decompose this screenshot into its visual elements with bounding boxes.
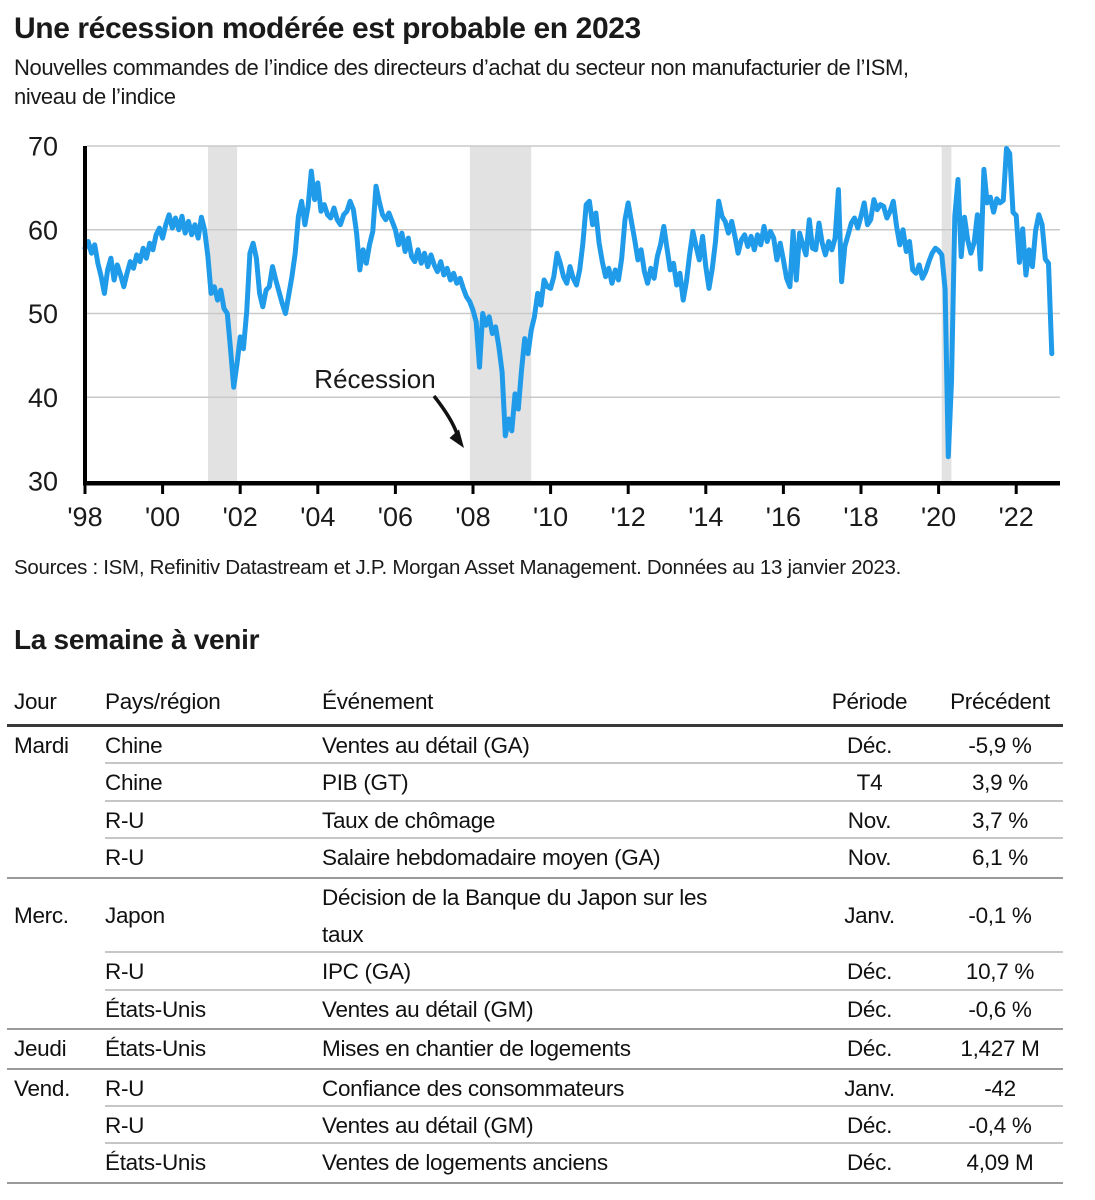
table-row: Mardi Chine Ventes au détail (GA) Déc. -5,9 … bbox=[7, 727, 1063, 765]
annotation-arrow bbox=[432, 394, 459, 435]
column-header-period: Période bbox=[831, 689, 908, 714]
cell-previous: -0,4 % bbox=[968, 1113, 1032, 1139]
x-tick-label: '16 bbox=[766, 502, 801, 532]
column-header-day: Jour bbox=[14, 689, 57, 714]
cell-period: Nov. bbox=[847, 807, 892, 833]
y-tick-label: 70 bbox=[28, 132, 58, 162]
source-note: Sources : ISM, Refinitiv Datastream et J… bbox=[14, 556, 901, 579]
table-row: R-U Salaire hebdomadaire moyen (GA) Nov. 6,… bbox=[7, 839, 1063, 879]
x-tick-label: '18 bbox=[843, 502, 878, 532]
cell-region: États-Unis bbox=[105, 1036, 206, 1062]
cell-period: Déc. bbox=[846, 996, 893, 1022]
cell-event: Mises en chantier de logements bbox=[322, 1036, 631, 1062]
cell-event: Ventes au détail (GA) bbox=[322, 733, 530, 758]
cell-period: T4 bbox=[856, 770, 883, 796]
y-tick-label: 30 bbox=[28, 467, 58, 497]
cell-event: Ventes de logements anciens bbox=[322, 1150, 608, 1176]
cell-period: Déc. bbox=[846, 1113, 893, 1139]
table-header-row: Jour Pays/région Événement Période Précé… bbox=[7, 680, 1063, 727]
cell-previous: 3,9 % bbox=[971, 770, 1029, 796]
cell-previous: 3,7 % bbox=[971, 807, 1029, 833]
cell-event: Salaire hebdomadaire moyen (GA) bbox=[322, 845, 661, 871]
cell-region: États-Unis bbox=[105, 1150, 206, 1176]
column-header-event: Événement bbox=[322, 689, 434, 714]
cell-event: Ventes au détail (GM) bbox=[322, 996, 534, 1022]
x-tick-label: '02 bbox=[223, 502, 258, 532]
table-row: R-U IPC (GA) Déc. 10,7 % bbox=[7, 953, 1063, 992]
cell-previous: 6,1 % bbox=[971, 845, 1029, 871]
cell-previous: 10,7 % bbox=[965, 959, 1035, 985]
cell-previous: -5,9 % bbox=[968, 733, 1032, 758]
column-header-previous: Précédent bbox=[950, 689, 1050, 714]
table-row: R-U Taux de chômage Nov. 3,7 % bbox=[7, 802, 1063, 840]
x-tick-label: '00 bbox=[145, 502, 180, 532]
cell-event: PIB (GT) bbox=[322, 770, 409, 796]
column-header-region: Pays/région bbox=[105, 689, 221, 714]
y-axis bbox=[83, 146, 87, 485]
cell-region: Chine bbox=[105, 733, 163, 758]
cell-period: Déc. bbox=[846, 1036, 893, 1062]
cell-event: Décision de la Banque du Japon sur les ta… bbox=[322, 884, 708, 948]
cell-previous: -42 bbox=[984, 1075, 1016, 1101]
cell-region: R-U bbox=[105, 1075, 145, 1101]
chart-line bbox=[82, 146, 1055, 460]
cell-event: Ventes au détail (GM) bbox=[322, 1113, 534, 1139]
cell-region: R-U bbox=[105, 845, 145, 871]
x-tick-label: '06 bbox=[378, 502, 413, 532]
table-row: Vend. R-U Confiance des consommateurs Janv.… bbox=[7, 1070, 1063, 1108]
cell-event: IPC (GA) bbox=[322, 959, 411, 985]
chart-subtitle-line2: niveau de l’indice bbox=[14, 83, 176, 109]
recession-annotation: Récession bbox=[314, 364, 435, 394]
cell-previous: 1,427 M bbox=[960, 1036, 1040, 1062]
x-tick-label: '98 bbox=[67, 502, 102, 532]
x-tick-label: '14 bbox=[688, 502, 723, 532]
cell-period: Janv. bbox=[844, 903, 895, 929]
cell-event: Confiance des consommateurs bbox=[322, 1075, 625, 1101]
table-row: États-Unis Ventes au détail (GM) Déc. -0,6 … bbox=[7, 991, 1063, 1031]
cell-period: Déc. bbox=[846, 733, 893, 758]
cell-previous: 4,09 M bbox=[966, 1150, 1034, 1176]
cell-day: Jeudi bbox=[14, 1036, 67, 1062]
cell-period: Janv. bbox=[844, 1075, 895, 1101]
cell-period: Déc. bbox=[846, 1150, 893, 1176]
cell-previous: -0,1 % bbox=[968, 903, 1032, 929]
cell-period: Déc. bbox=[846, 959, 893, 985]
chart-subtitle-line1: Nouvelles commandes de l’indice des dire… bbox=[14, 55, 909, 80]
x-tick-label: '04 bbox=[300, 502, 335, 532]
cell-day: Merc. bbox=[14, 903, 69, 929]
x-tick-label: '10 bbox=[533, 502, 568, 532]
annotation-arrowhead bbox=[449, 429, 464, 448]
x-tick-label: '20 bbox=[921, 502, 956, 532]
cell-region: Chine bbox=[105, 770, 163, 796]
cell-day: Vend. bbox=[14, 1075, 71, 1101]
x-tick-label: '12 bbox=[611, 502, 646, 532]
cell-region: R-U bbox=[105, 1113, 145, 1139]
cell-previous: -0,6 % bbox=[968, 996, 1032, 1022]
x-axis bbox=[83, 481, 1060, 486]
chart-subtitle: Nouvelles commandes de l’indice des dire… bbox=[14, 54, 909, 111]
x-tick-label: '08 bbox=[455, 502, 490, 532]
cell-day: Mardi bbox=[14, 733, 69, 758]
table-row: Chine PIB (GT) T4 3,9 % bbox=[7, 764, 1063, 803]
cell-region: R-U bbox=[105, 807, 145, 833]
x-tick-label: '22 bbox=[999, 502, 1034, 532]
cell-event: Taux de chômage bbox=[322, 807, 496, 833]
week-ahead-table: Jour Pays/région Événement Période Précé… bbox=[7, 680, 1063, 1184]
table-row: R-U Ventes au détail (GM) Déc. -0,4 % bbox=[7, 1107, 1063, 1145]
table-body: Mardi Chine Ventes au détail (GA) Déc. -5,9 … bbox=[7, 727, 1063, 1184]
cell-period: Nov. bbox=[847, 845, 892, 871]
table-row: États-Unis Ventes de logements anciens Déc… bbox=[7, 1144, 1063, 1184]
table-row: Jeudi États-Unis Mises en chantier de loge… bbox=[7, 1030, 1063, 1070]
y-tick-label: 60 bbox=[28, 215, 58, 245]
week-ahead-title: La semaine à venir bbox=[14, 624, 260, 655]
y-tick-label: 40 bbox=[28, 383, 58, 413]
cell-region: Japon bbox=[105, 903, 165, 929]
y-tick-label: 50 bbox=[28, 299, 58, 329]
table-row: Merc. Japon Décision de la Banque du Japon… bbox=[7, 879, 1063, 954]
page-title: Une récession modérée est probable en 20… bbox=[14, 12, 641, 45]
cell-region: États-Unis bbox=[105, 996, 206, 1022]
cell-region: R-U bbox=[105, 959, 145, 985]
ism-new-orders-line-chart: '98 '00 '02 '04 '06 '08 '10 '12 '14 '16 '18 '20 '22 3… bbox=[28, 132, 1060, 532]
